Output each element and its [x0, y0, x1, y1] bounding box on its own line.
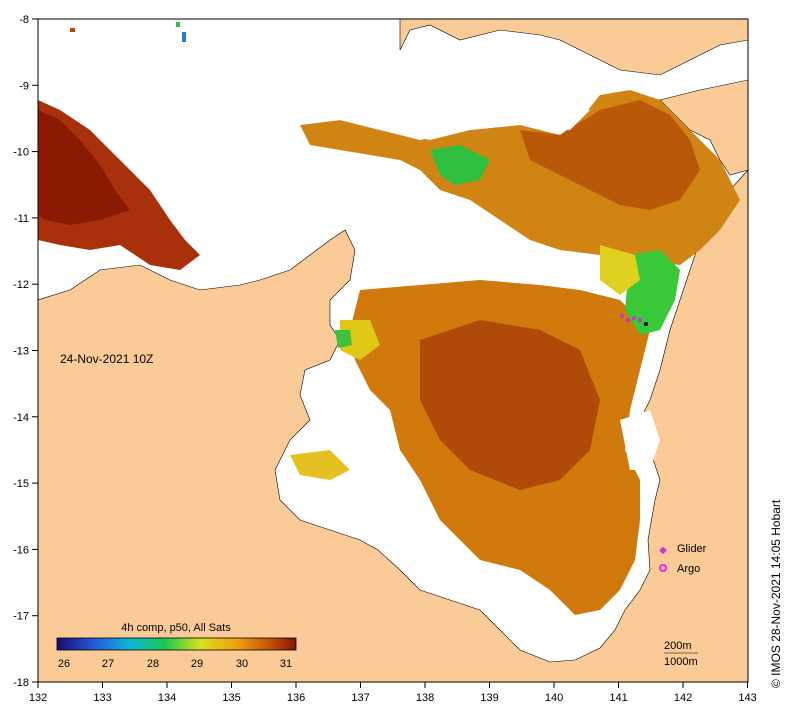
depth-legend: 200m 1000m [664, 640, 698, 668]
timestamp-label: 24-Nov-2021 10Z [60, 352, 153, 366]
nodata-south-east [620, 410, 660, 470]
colorbar-label: 26 [58, 658, 70, 670]
land-png [399, 19, 748, 76]
sst-gulf-hot [420, 320, 600, 490]
y-tick-label: -10 [13, 147, 29, 159]
sst-yellow-south [290, 450, 350, 480]
x-tick: 133 [93, 682, 112, 704]
legend-glider-label: Glider [677, 543, 707, 555]
legend-argo-label: Argo [677, 563, 700, 575]
colorbar-label: 31 [280, 658, 292, 670]
sst-north-hot [520, 100, 700, 210]
x-tick: 136 [287, 682, 305, 704]
x-tick: 132 [29, 682, 47, 704]
land-top-right-coast [659, 79, 748, 176]
y-tick: -11 [14, 213, 38, 225]
colorbar-label: 28 [147, 658, 159, 670]
y-tick-label: -16 [13, 544, 29, 556]
sst-yellow-east [600, 245, 640, 295]
y-tick: -18 [13, 677, 38, 689]
x-tick: 142 [674, 682, 692, 704]
y-axis: -8 -9 -10 -11 -12 -13 -14 -15 -16 -17 -1… [13, 14, 38, 689]
y-tick: -14 [13, 412, 38, 424]
x-tick-label: 137 [351, 692, 369, 704]
x-tick-label: 141 [609, 692, 627, 704]
y-tick: -16 [13, 544, 38, 556]
colorbar-title: 4h comp, p50, All Sats [121, 622, 231, 634]
x-tick-label: 143 [738, 692, 756, 704]
glider-track [620, 314, 648, 326]
colorbar-gradient [56, 637, 297, 651]
y-tick-label: -12 [13, 279, 29, 291]
colorbar-label: 29 [191, 658, 203, 670]
x-tick-label: 135 [222, 692, 240, 704]
y-tick-label: -9 [19, 80, 29, 92]
x-tick-label: 136 [287, 692, 305, 704]
y-tick: -10 [13, 147, 38, 159]
y-tick-label: -17 [13, 611, 29, 623]
x-tick-label: 142 [674, 692, 692, 704]
y-tick-label: -14 [13, 412, 29, 424]
x-tick-label: 132 [29, 692, 47, 704]
x-tick: 135 [222, 682, 241, 704]
x-tick: 139 [480, 682, 499, 704]
y-tick-label: -15 [13, 478, 29, 490]
x-tick: 143 [738, 682, 757, 704]
x-tick: 138 [416, 682, 434, 704]
y-tick: -15 [13, 478, 38, 490]
x-tick-label: 138 [416, 692, 434, 704]
colorbar: 4h comp, p50, All Sats 26 27 28 29 30 31 [56, 622, 297, 670]
x-tick-label: 133 [93, 692, 111, 704]
x-tick-label: 140 [545, 692, 563, 704]
credit-text: © IMOS 28-Nov-2021 14:05 Hobart [769, 499, 783, 688]
legend: ◆ Glider Argo [659, 543, 707, 575]
y-tick-label: -13 [13, 346, 29, 358]
x-axis: 132 133 134 135 136 137 138 139 140 141 … [29, 682, 757, 704]
x-tick-label: 139 [480, 692, 498, 704]
y-tick: -9 [19, 80, 38, 92]
depth-1000m-label: 1000m [664, 656, 698, 668]
y-tick-label: -8 [19, 14, 29, 26]
argo-icon [659, 564, 667, 572]
y-tick-label: -11 [14, 213, 29, 225]
y-tick: -17 [13, 611, 38, 623]
x-tick-label: 134 [158, 692, 176, 704]
colorbar-label: 27 [102, 658, 114, 670]
colorbar-label: 30 [236, 658, 248, 670]
x-tick: 137 [351, 682, 370, 704]
y-tick: -8 [19, 14, 38, 26]
y-tick: -12 [13, 279, 38, 291]
y-tick-label: -18 [13, 677, 29, 689]
depth-200m-label: 200m [664, 640, 692, 652]
x-tick: 140 [545, 682, 563, 704]
sst-cool-north [430, 145, 490, 185]
sst-cool-east [625, 250, 680, 335]
y-tick: -13 [13, 346, 38, 358]
nodata-central [180, 60, 590, 140]
x-tick: 134 [158, 682, 176, 704]
land-northern-territory [38, 169, 748, 682]
x-tick: 141 [609, 682, 628, 704]
glider-icon: ◆ [659, 545, 667, 556]
sst-west-hot-core [38, 110, 130, 225]
sst-green-west [335, 330, 352, 348]
